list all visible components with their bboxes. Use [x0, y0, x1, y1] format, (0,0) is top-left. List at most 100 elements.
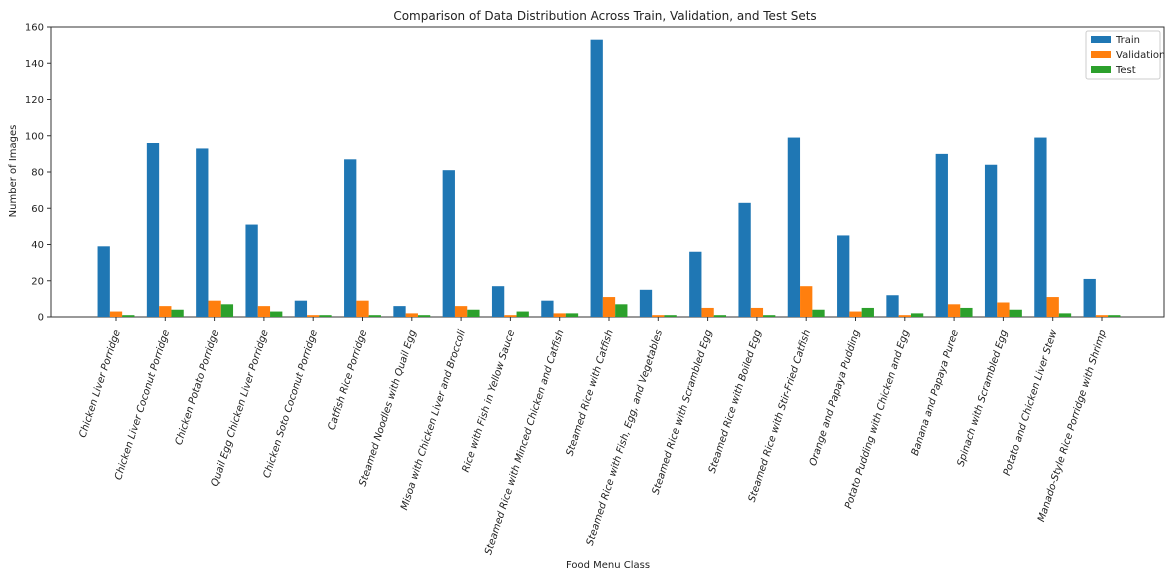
legend-swatch-validation — [1091, 51, 1111, 58]
x-tick-label: Steamed Rice with Scrambled Egg — [651, 329, 715, 497]
x-tick-label: Potato and Chicken Liver Stew — [1002, 328, 1060, 477]
bar-train-4 — [294, 300, 308, 317]
bar-test-0 — [122, 315, 135, 317]
bar-train-5 — [344, 159, 357, 317]
bar-train-3 — [245, 224, 258, 317]
legend-label-train: Train — [1115, 35, 1140, 46]
bar-train-2 — [196, 148, 209, 317]
bar-validation-3 — [257, 306, 271, 318]
y-tick-label: 0 — [38, 313, 44, 324]
bar-validation-17 — [947, 304, 961, 317]
bar-train-14 — [787, 137, 801, 317]
bar-train-9 — [541, 300, 554, 317]
bar-test-7 — [467, 309, 480, 317]
x-tick-label: Chicken Soto Coconut Porridge — [262, 329, 320, 480]
bar-test-14 — [812, 309, 825, 317]
bar-validation-8 — [504, 315, 517, 317]
bar-validation-19 — [1046, 297, 1059, 317]
y-tick-label: 100 — [25, 131, 44, 142]
bar-validation-0 — [109, 311, 123, 317]
bar-train-16 — [886, 295, 899, 317]
bar-test-8 — [516, 311, 529, 317]
x-tick-label: Banana and Papaya Puree — [910, 329, 961, 458]
legend-label-test: Test — [1115, 65, 1136, 76]
x-tick-label: Steamed Rice with Boiled Egg — [707, 329, 764, 475]
bar-validation-7 — [454, 306, 468, 318]
bar-test-3 — [270, 311, 283, 317]
bar-test-15 — [861, 307, 874, 317]
bar-test-4 — [319, 315, 332, 317]
bar-validation-13 — [750, 307, 764, 317]
x-tick-label: Catfish Rice Porridge — [327, 329, 370, 432]
y-tick-label: 60 — [31, 204, 44, 215]
legend: Train Validation Test — [1085, 30, 1165, 80]
x-axis-label: Food Menu Class — [566, 560, 650, 571]
bar-test-19 — [1058, 313, 1072, 318]
bar-train-6 — [393, 306, 406, 318]
bar-train-20 — [1083, 278, 1096, 317]
y-tick-label: 120 — [25, 95, 44, 106]
x-tick-label: Orange and Papaya Pudding — [808, 329, 863, 468]
bar-test-6 — [417, 315, 431, 317]
bar-test-1 — [171, 309, 184, 317]
bar-validation-10 — [602, 297, 616, 317]
bar-validation-20 — [1095, 315, 1109, 317]
legend-swatch-train — [1091, 36, 1111, 43]
bar-validation-18 — [997, 302, 1010, 317]
y-axis: 0 20 40 60 80 100 120 140 160 — [25, 23, 51, 324]
bar-validation-14 — [800, 286, 813, 317]
bar-test-9 — [565, 313, 579, 318]
bar-validation-1 — [159, 306, 172, 318]
bar-test-20 — [1108, 315, 1121, 317]
bar-test-13 — [763, 315, 776, 317]
y-tick-label: 140 — [25, 59, 44, 70]
bar-validation-6 — [405, 313, 418, 318]
x-tick-label: Quail Egg Chicken Liver Porridge — [210, 329, 271, 488]
bar-train-19 — [1034, 137, 1047, 317]
bar-train-0 — [97, 246, 110, 317]
chart-title: Comparison of Data Distribution Across T… — [393, 9, 816, 23]
y-tick-label: 160 — [25, 23, 44, 34]
bar-train-17 — [935, 153, 948, 318]
x-tick-label: Chicken Potato Porridge — [174, 329, 222, 447]
bar-test-5 — [368, 315, 381, 317]
bar-train-12 — [689, 251, 702, 317]
bar-validation-5 — [356, 300, 369, 317]
bar-validation-4 — [307, 315, 320, 317]
bar-train-7 — [442, 170, 455, 317]
y-tick-label: 20 — [31, 276, 44, 287]
legend-swatch-test — [1091, 66, 1111, 73]
y-tick-label: 80 — [31, 168, 44, 179]
bar-test-12 — [713, 315, 727, 317]
bar-train-1 — [146, 143, 160, 317]
bar-train-15 — [837, 235, 850, 317]
x-tick-label: Steamed Rice with Catfish — [565, 329, 616, 458]
bar-train-11 — [639, 289, 653, 317]
bar-validation-16 — [898, 315, 911, 317]
bar-train-13 — [738, 202, 751, 317]
bar-train-10 — [590, 39, 603, 317]
bar-validation-9 — [553, 313, 566, 318]
bar-test-18 — [1009, 309, 1022, 317]
bar-test-16 — [910, 313, 924, 318]
x-tick-label: Steamed Rice with Stir-Fried Catfish — [747, 329, 813, 504]
bar-validation-12 — [701, 307, 714, 317]
bar-train-18 — [984, 164, 998, 317]
x-tick-label: Rice with Fish in Yellow Sauce — [461, 329, 518, 474]
x-tick-label: Chicken Liver Porridge — [78, 329, 123, 440]
y-tick-label: 40 — [31, 240, 44, 251]
legend-label-validation: Validation — [1116, 50, 1165, 61]
bar-validation-2 — [208, 300, 221, 317]
bars — [97, 39, 1121, 318]
bar-validation-15 — [849, 311, 862, 317]
bar-test-17 — [960, 307, 973, 317]
x-tick-label: Steamed Noodles with Quail Egg — [358, 329, 419, 488]
bar-test-11 — [664, 315, 677, 317]
bar-test-2 — [220, 304, 234, 317]
bar-test-10 — [615, 304, 628, 317]
bar-validation-11 — [652, 315, 665, 317]
x-tick-label: Chicken Liver Coconut Porridge — [113, 329, 172, 482]
x-tick-label: Spinach with Scrambled Egg — [956, 329, 1011, 468]
